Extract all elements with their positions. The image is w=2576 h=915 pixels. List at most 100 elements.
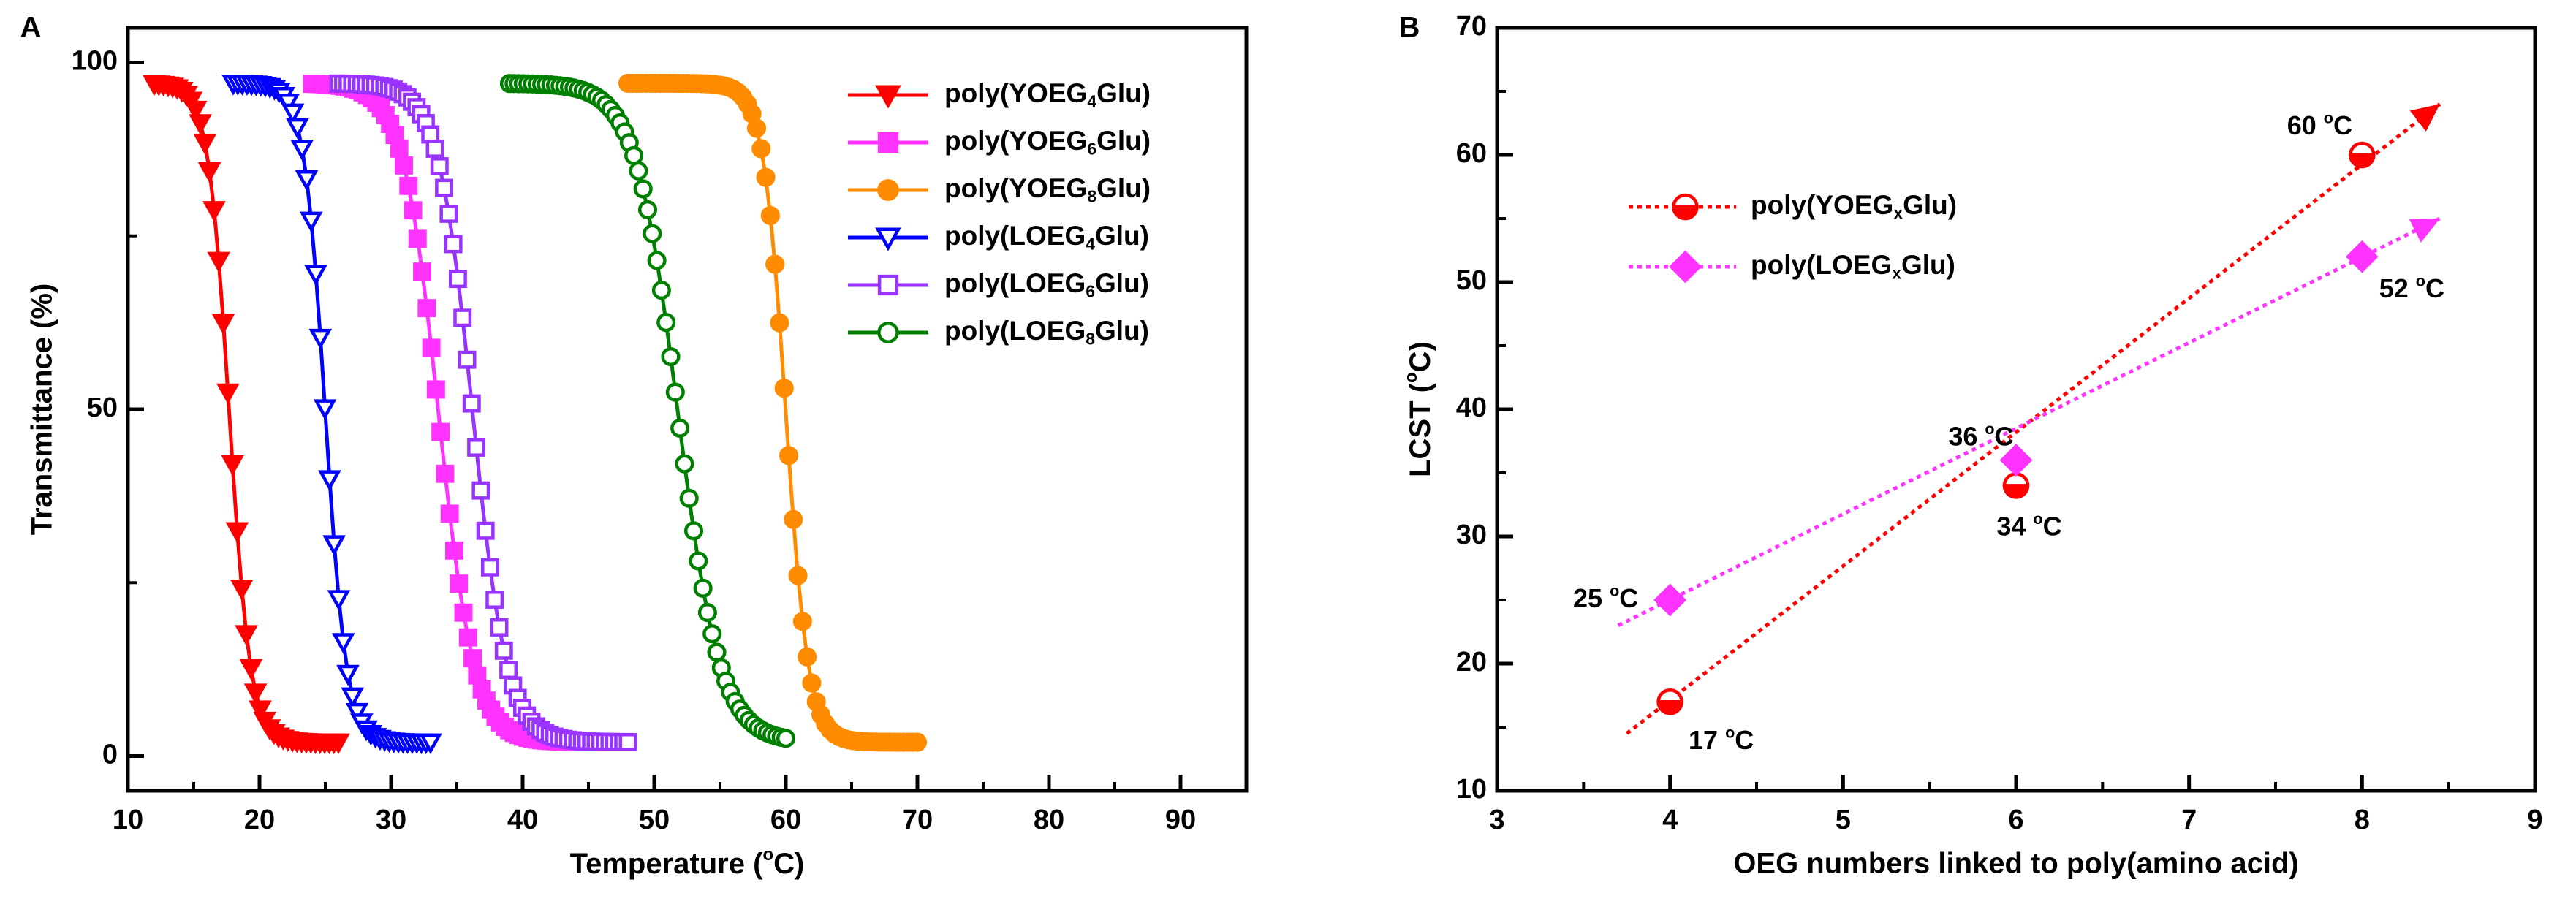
data-point <box>422 338 441 357</box>
data-point <box>458 628 477 647</box>
data-point <box>702 624 722 644</box>
legend-marker <box>875 85 901 109</box>
data-point <box>413 262 431 281</box>
data-point <box>2002 472 2030 499</box>
y-tick-label: 20 <box>1456 647 1487 677</box>
legend-label: poly(LOEG4Glu) <box>944 221 1149 254</box>
data-point <box>439 204 458 223</box>
legend-label: poly(LOEG8Glu) <box>944 316 1149 349</box>
data-point <box>746 118 767 138</box>
trend-arrow <box>2409 104 2440 132</box>
data-point <box>463 649 482 668</box>
series-3 <box>221 75 442 755</box>
data-point <box>417 299 436 318</box>
data-point <box>336 664 360 686</box>
legend-label: poly(LOEG6Glu) <box>944 268 1149 301</box>
data-point <box>440 504 459 523</box>
data-point <box>290 140 314 161</box>
data-point <box>419 733 442 755</box>
y-tick-label: 30 <box>1456 520 1487 550</box>
data-point <box>308 328 333 350</box>
series-b-1: 25 oC 36 oC 52 oC <box>1573 216 2444 628</box>
series-b-0: 17 oC 34 oC 60 oC <box>1625 102 2441 755</box>
legend-label: poly(LOEGxGlu) <box>1751 250 1955 283</box>
series-0 <box>143 75 350 755</box>
legend-item: poly(YOEGxGlu) <box>1629 190 1957 223</box>
data-point <box>765 254 785 274</box>
x-tick-label: 7 <box>2181 805 2197 835</box>
series-2 <box>618 73 928 752</box>
x-axis-label-b: OEG numbers linked to poly(amino acid) <box>1733 848 2298 880</box>
y-tick-label: 60 <box>1456 138 1487 169</box>
data-point <box>756 167 776 187</box>
data-point <box>183 100 208 122</box>
data-point <box>454 603 473 622</box>
data-point <box>197 162 221 183</box>
data-point <box>299 211 323 233</box>
data-point <box>476 521 495 540</box>
legend-label: poly(YOEGxGlu) <box>1751 190 1957 223</box>
data-point <box>675 454 694 474</box>
data-point <box>193 134 217 155</box>
x-tick-label: 80 <box>1034 805 1064 835</box>
legend-marker <box>1669 250 1702 284</box>
y-tick-label: 70 <box>1456 11 1487 42</box>
y-tick-label: 40 <box>1456 392 1487 423</box>
data-point <box>216 383 240 405</box>
x-tick-label: 50 <box>639 805 670 835</box>
data-point <box>760 205 780 225</box>
data-point <box>643 224 662 243</box>
x-tick-label: 70 <box>902 805 933 835</box>
legend-marker <box>877 274 899 296</box>
point-label: 34 oC <box>1996 509 2061 541</box>
x-tick-label: 30 <box>376 805 406 835</box>
data-point <box>390 139 409 158</box>
data-point <box>651 281 671 300</box>
point-label: 17 oC <box>1689 723 1754 754</box>
data-point <box>656 313 676 333</box>
series-1 <box>303 75 624 751</box>
legend-b: poly(YOEGxGlu) poly(LOEGxGlu) <box>1629 190 1957 284</box>
data-point <box>802 673 822 693</box>
data-point <box>295 170 319 191</box>
data-point <box>327 733 350 755</box>
x-axis-label-a: Temperature (oC) <box>570 846 805 880</box>
data-point <box>633 179 653 199</box>
x-tick-label: 3 <box>1489 805 1504 835</box>
data-point <box>189 114 212 135</box>
legend-marker <box>875 227 901 251</box>
data-point <box>467 438 486 457</box>
x-tick-label: 40 <box>507 805 538 835</box>
data-point <box>480 558 499 577</box>
data-point <box>661 346 681 367</box>
data-point <box>341 687 365 709</box>
point-label: 52 oC <box>2379 271 2444 303</box>
data-point <box>485 591 504 609</box>
data-point <box>2345 240 2379 273</box>
data-point <box>798 647 817 667</box>
data-point <box>490 618 509 637</box>
x-tick-label: 4 <box>1662 805 1678 835</box>
legend-marker <box>877 179 899 201</box>
panel-label-a: A <box>20 12 42 44</box>
y-tick-label: 0 <box>102 740 118 770</box>
data-point <box>637 200 658 220</box>
data-point <box>450 574 469 593</box>
panel-a: A 10 20 30 40 50 60 70 80 90 0 50 100 Temperature (oC… <box>20 12 1249 880</box>
y-tick-label: 50 <box>87 392 118 423</box>
data-point <box>235 625 258 646</box>
legend-item: poly(LOEG4Glu) <box>848 221 1149 254</box>
legend-marker <box>1672 193 1699 221</box>
data-point <box>693 578 713 598</box>
data-point <box>243 683 268 705</box>
data-point <box>1653 583 1687 617</box>
x-tick-label: 6 <box>2008 805 2023 835</box>
y-tick-label: 50 <box>1456 265 1487 296</box>
data-point <box>2349 141 2376 169</box>
panel-label-b: B <box>1399 12 1420 44</box>
data-point <box>239 659 263 680</box>
legend-label: poly(YOEG6Glu) <box>944 126 1151 159</box>
panel-b: B 17 oC 34 oC 60 oC 25 oC 36 oC 52 oC 3 4 5 6 7 8 9 10… <box>1399 11 2543 880</box>
data-point <box>788 566 808 585</box>
